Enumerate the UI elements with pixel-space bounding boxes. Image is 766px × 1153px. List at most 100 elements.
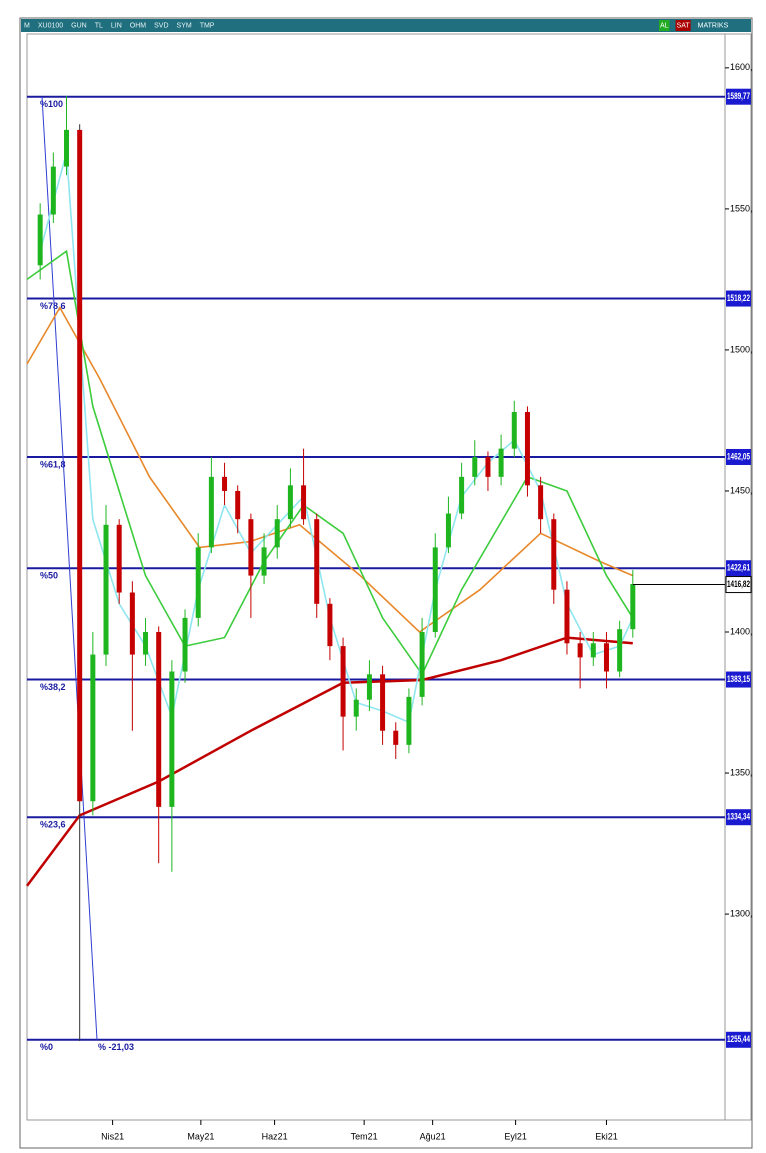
candle-body: [143, 632, 149, 655]
fib-value-label: 1255,44: [727, 1034, 750, 1044]
x-tick-label: Haz21: [262, 1131, 288, 1141]
toolbar-badge: [675, 20, 691, 31]
y-tick-label: 1300,: [730, 908, 753, 918]
candle-body: [353, 699, 359, 717]
fib-value-label: 1518,22: [727, 293, 750, 303]
candle-body: [524, 411, 530, 486]
candle-body: [564, 589, 570, 644]
fib-name: %23,6: [40, 820, 66, 830]
y-tick-label: 1550,: [730, 203, 753, 213]
toolbar-item: TMP: [200, 22, 215, 29]
fib-value-box: [726, 560, 751, 577]
x-tick-label: Tem21: [351, 1131, 378, 1141]
y-tick-label: 1450,: [730, 485, 753, 495]
candle-body: [235, 490, 241, 520]
candle-body: [551, 519, 557, 590]
fib-value-label: 1422,61: [727, 563, 750, 573]
fib-value-label: 1383,15: [727, 674, 750, 684]
candle-body: [182, 617, 188, 672]
candle-body: [393, 730, 399, 745]
fib-name: %100: [40, 99, 63, 109]
candle-body: [287, 485, 293, 520]
candle-body: [432, 547, 438, 633]
fib-name: %78,6: [40, 301, 66, 311]
candle-body: [630, 584, 636, 630]
fib-name: %61,8: [40, 459, 66, 469]
candle-body: [445, 513, 451, 548]
candle-body: [419, 632, 425, 697]
candle-body: [129, 592, 135, 655]
fib-name: %0: [40, 1042, 53, 1052]
candle-body: [222, 476, 228, 491]
candle-body: [248, 519, 254, 576]
candle-body: [485, 457, 491, 477]
candle-body: [538, 485, 544, 520]
candle-body: [169, 671, 175, 807]
candle-body: [366, 674, 372, 700]
candle-body: [90, 654, 96, 802]
candle-body: [37, 214, 43, 266]
fib-name: %50: [40, 571, 58, 581]
fib-value-box: [726, 88, 751, 105]
candle-body: [327, 603, 333, 647]
candle-body: [498, 448, 504, 477]
toolbar-badge: [659, 20, 670, 31]
toolbar-item: AL: [660, 22, 669, 29]
annotation: % -21,03: [98, 1042, 134, 1052]
toolbar: [21, 19, 751, 32]
x-tick-label: May21: [187, 1131, 214, 1141]
toolbar-item: SYM: [177, 22, 192, 29]
candle-body: [577, 643, 583, 658]
fib-value-box: [726, 290, 751, 307]
toolbar-item: TL: [95, 22, 103, 29]
y-tick-label: 1500,: [730, 344, 753, 354]
candle-body: [301, 485, 307, 520]
x-tick-label: Nis21: [101, 1131, 124, 1141]
plot-area: [26, 33, 726, 1121]
candle-body: [208, 476, 214, 548]
x-tick-label: Eyl21: [504, 1131, 527, 1141]
candle-body: [50, 166, 56, 215]
candle-body: [603, 643, 609, 672]
candle-body: [195, 547, 201, 618]
fib-value-label: 1462,05: [727, 451, 750, 461]
x-tick-label: Ağu21: [420, 1131, 446, 1141]
toolbar-item: M: [24, 22, 30, 29]
candle-body: [617, 629, 623, 672]
fib-value-box: [726, 448, 751, 465]
candle-body: [156, 632, 162, 807]
candle-body: [64, 129, 70, 167]
candle-body: [274, 519, 280, 548]
toolbar-item: GUN: [71, 22, 87, 29]
moving-average: [26, 305, 634, 634]
toolbar-item: SAT: [677, 22, 691, 29]
candle-body: [116, 524, 122, 593]
fib-value-label: 1334,34: [727, 812, 750, 822]
candle-body: [340, 646, 346, 717]
candle-body: [406, 696, 412, 745]
candle-body: [314, 519, 320, 604]
candle-body: [77, 129, 83, 802]
fib-trend-line: [41, 96, 98, 1040]
toolbar-item: OHM: [130, 22, 147, 29]
candle-body: [103, 524, 109, 655]
last-price-box: [725, 576, 752, 594]
fib-value-box: [726, 809, 751, 826]
toolbar-item: SVD: [154, 22, 168, 29]
moving-average: [26, 249, 634, 676]
toolbar-item: XU0100: [38, 22, 63, 29]
candle-body: [472, 457, 478, 477]
toolbar-item: LIN: [111, 22, 122, 29]
candle-body: [380, 674, 386, 731]
x-tick-label: Eki21: [595, 1131, 618, 1141]
fib-value-box: [726, 1031, 751, 1048]
fib-value-label: 1589,77: [727, 91, 750, 101]
y-tick-label: 1350,: [730, 767, 753, 777]
candle-body: [511, 411, 517, 449]
last-price-label: 1416,82: [727, 579, 750, 589]
y-tick-label: 1400,: [730, 626, 753, 636]
candle-body: [590, 643, 596, 658]
y-tick-label: 1600,: [730, 62, 753, 72]
